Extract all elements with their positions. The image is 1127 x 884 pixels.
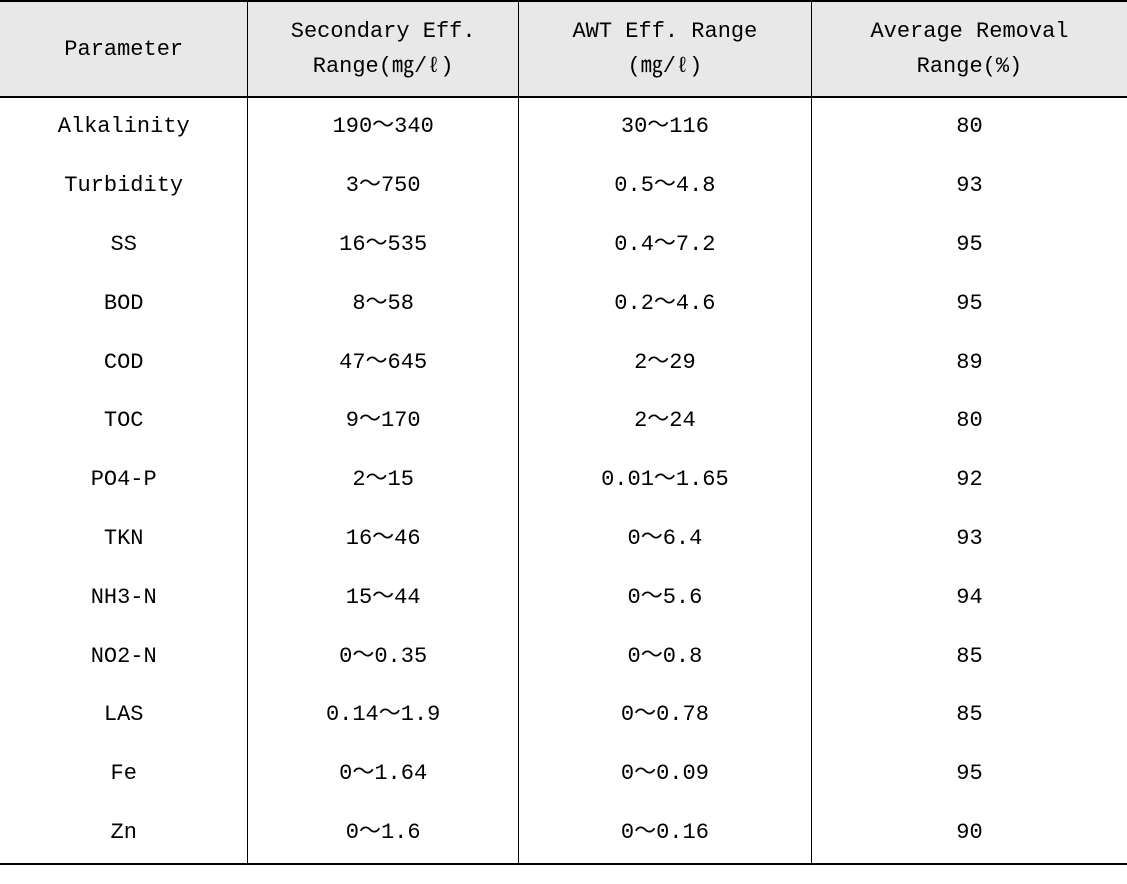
cell-parameter: TKN [0, 510, 248, 569]
cell-awt-eff: 2～29 [518, 334, 811, 393]
effluent-parameters-table: Parameter Secondary Eff. Range(㎎/ℓ) AWT … [0, 0, 1127, 865]
table-row: NO2-N0～0.350～0.885 [0, 628, 1127, 687]
cell-awt-eff: 0～0.8 [518, 628, 811, 687]
cell-parameter: BOD [0, 275, 248, 334]
cell-avg-removal: 80 [811, 97, 1127, 157]
cell-parameter: Fe [0, 745, 248, 804]
cell-awt-eff: 2～24 [518, 392, 811, 451]
table-row: Turbidity3～7500.5～4.893 [0, 157, 1127, 216]
cell-awt-eff: 0～6.4 [518, 510, 811, 569]
cell-secondary-eff: 0～1.6 [248, 804, 518, 864]
cell-awt-eff: 0～0.09 [518, 745, 811, 804]
col-header-awt-eff: AWT Eff. Range (㎎/ℓ) [518, 1, 811, 97]
col-header-avg-removal: Average Removal Range(%) [811, 1, 1127, 97]
cell-secondary-eff: 190～340 [248, 97, 518, 157]
cell-awt-eff: 0.4～7.2 [518, 216, 811, 275]
cell-avg-removal: 80 [811, 392, 1127, 451]
table-header-row: Parameter Secondary Eff. Range(㎎/ℓ) AWT … [0, 1, 1127, 97]
cell-secondary-eff: 0～1.64 [248, 745, 518, 804]
table-row: COD47～6452～2989 [0, 334, 1127, 393]
table-row: NH3-N15～440～5.694 [0, 569, 1127, 628]
cell-parameter: NH3-N [0, 569, 248, 628]
cell-awt-eff: 0.01～1.65 [518, 451, 811, 510]
col-header-avg-removal-line1: Average Removal [870, 19, 1068, 44]
table-row: Alkalinity190～34030～11680 [0, 97, 1127, 157]
cell-secondary-eff: 0.14～1.9 [248, 686, 518, 745]
cell-parameter: Alkalinity [0, 97, 248, 157]
cell-parameter: SS [0, 216, 248, 275]
cell-secondary-eff: 9～170 [248, 392, 518, 451]
cell-secondary-eff: 8～58 [248, 275, 518, 334]
table-body: Alkalinity190～34030～11680Turbidity3～7500… [0, 97, 1127, 863]
col-header-secondary-eff: Secondary Eff. Range(㎎/ℓ) [248, 1, 518, 97]
cell-awt-eff: 0.5～4.8 [518, 157, 811, 216]
cell-parameter: COD [0, 334, 248, 393]
cell-secondary-eff: 0～0.35 [248, 628, 518, 687]
table-row: BOD8～580.2～4.695 [0, 275, 1127, 334]
cell-secondary-eff: 2～15 [248, 451, 518, 510]
col-header-awt-eff-line2: (㎎/ℓ) [628, 54, 703, 79]
cell-parameter: Turbidity [0, 157, 248, 216]
cell-secondary-eff: 3～750 [248, 157, 518, 216]
table-row: Zn0～1.60～0.1690 [0, 804, 1127, 864]
cell-awt-eff: 0.2～4.6 [518, 275, 811, 334]
cell-awt-eff: 0～0.16 [518, 804, 811, 864]
cell-secondary-eff: 47～645 [248, 334, 518, 393]
cell-avg-removal: 95 [811, 745, 1127, 804]
cell-avg-removal: 89 [811, 334, 1127, 393]
table-row: TKN16～460～6.493 [0, 510, 1127, 569]
col-header-parameter-line1: Parameter [64, 37, 183, 62]
cell-parameter: PO4-P [0, 451, 248, 510]
table-row: LAS0.14～1.90～0.7885 [0, 686, 1127, 745]
cell-parameter: TOC [0, 392, 248, 451]
table-row: TOC9～1702～2480 [0, 392, 1127, 451]
cell-avg-removal: 95 [811, 275, 1127, 334]
cell-secondary-eff: 16～46 [248, 510, 518, 569]
col-header-secondary-eff-line1: Secondary Eff. [291, 19, 476, 44]
cell-avg-removal: 92 [811, 451, 1127, 510]
table-row: PO4-P2～150.01～1.6592 [0, 451, 1127, 510]
cell-parameter: Zn [0, 804, 248, 864]
cell-avg-removal: 94 [811, 569, 1127, 628]
col-header-awt-eff-line1: AWT Eff. Range [572, 19, 757, 44]
table-row: Fe0～1.640～0.0995 [0, 745, 1127, 804]
cell-parameter: LAS [0, 686, 248, 745]
col-header-avg-removal-line2: Range(%) [917, 54, 1023, 79]
col-header-secondary-eff-line2: Range(㎎/ℓ) [313, 54, 454, 79]
cell-secondary-eff: 16～535 [248, 216, 518, 275]
table-row: SS16～5350.4～7.295 [0, 216, 1127, 275]
cell-avg-removal: 90 [811, 804, 1127, 864]
cell-avg-removal: 93 [811, 510, 1127, 569]
cell-awt-eff: 0～5.6 [518, 569, 811, 628]
cell-parameter: NO2-N [0, 628, 248, 687]
cell-avg-removal: 85 [811, 686, 1127, 745]
cell-secondary-eff: 15～44 [248, 569, 518, 628]
cell-awt-eff: 0～0.78 [518, 686, 811, 745]
cell-avg-removal: 85 [811, 628, 1127, 687]
cell-avg-removal: 95 [811, 216, 1127, 275]
cell-awt-eff: 30～116 [518, 97, 811, 157]
col-header-parameter: Parameter [0, 1, 248, 97]
cell-avg-removal: 93 [811, 157, 1127, 216]
